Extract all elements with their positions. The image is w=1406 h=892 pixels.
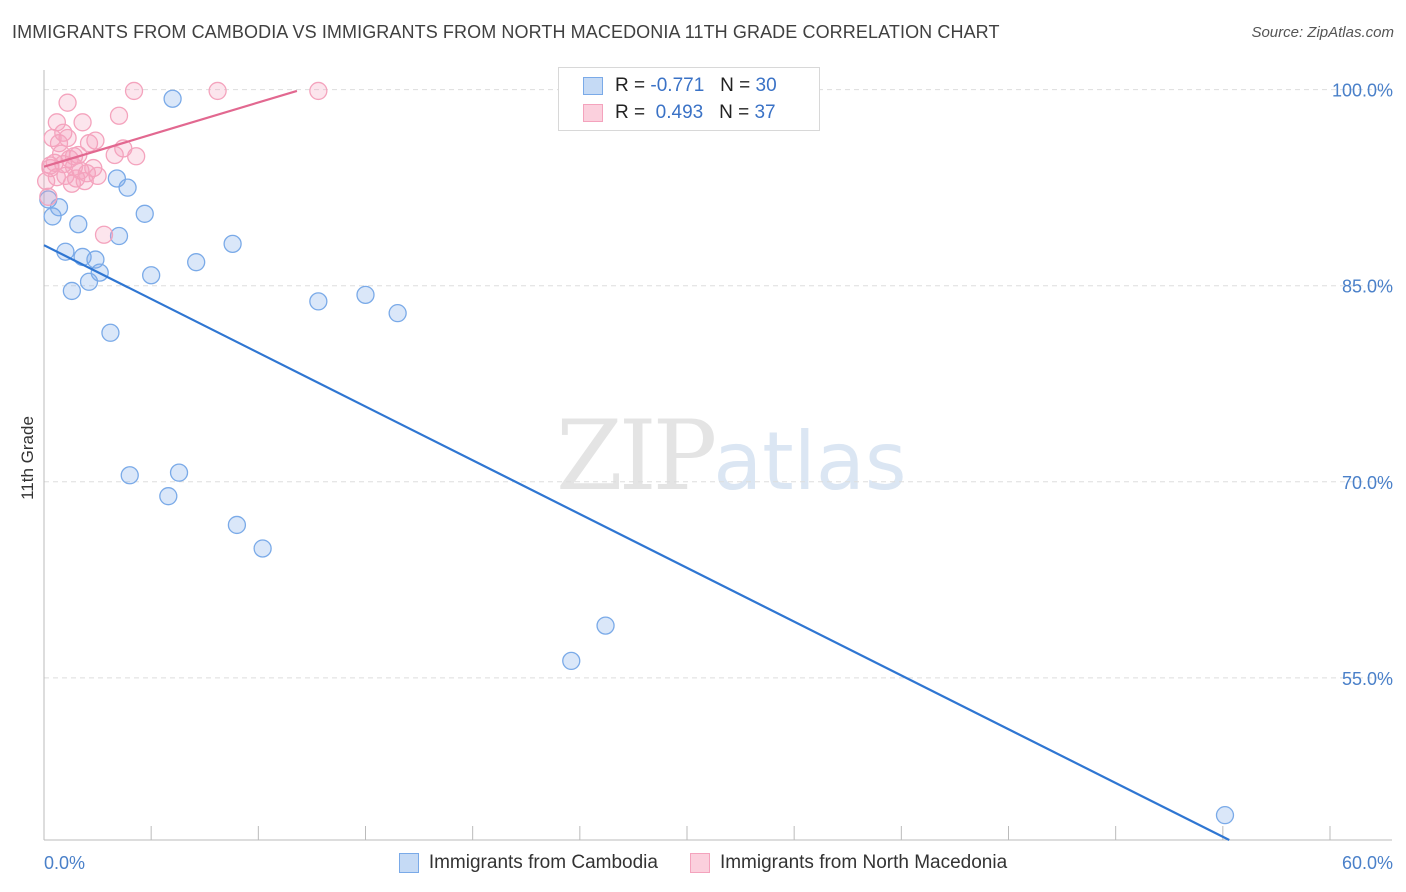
x-tick-label-min: 0.0% [44, 853, 85, 873]
legend-r-label: R = [615, 102, 646, 123]
point-cambodia [309, 292, 328, 311]
y-tick-label: 85.0% [1342, 277, 1393, 297]
point-cambodia [109, 226, 129, 246]
point-cambodia [120, 466, 139, 485]
point-cambodia [562, 651, 581, 671]
point-cambodia [69, 215, 88, 234]
point-macedonia [73, 113, 92, 132]
legend-label-cambodia: Immigrants from Cambodia [428, 852, 658, 873]
point-cambodia [253, 539, 272, 558]
legend-swatch-macedonia [583, 104, 603, 122]
legend-item-macedonia: Immigrants from North Macedonia [689, 852, 1008, 874]
legend-swatch-cambodia [398, 853, 419, 873]
legend-n-value-macedonia: 37 [754, 102, 776, 123]
point-cambodia [1215, 806, 1235, 825]
x-tick-label-max: 60.0% [1342, 853, 1393, 873]
chart-title: IMMIGRANTS FROM CAMBODIA VS IMMIGRANTS F… [12, 22, 1000, 42]
legend-swatch-macedonia [689, 853, 710, 873]
point-cambodia [169, 463, 189, 482]
y-tick-label: 70.0% [1342, 473, 1393, 493]
point-macedonia [94, 225, 114, 244]
legend-n-label: N = [720, 75, 751, 96]
point-cambodia [159, 487, 178, 506]
point-cambodia [388, 304, 407, 323]
point-cambodia [356, 285, 375, 305]
watermark-zip: ZIP [556, 400, 717, 512]
point-macedonia [64, 157, 84, 176]
point-macedonia [127, 147, 146, 166]
point-macedonia [39, 187, 58, 206]
point-macedonia [208, 81, 227, 101]
legend-r-label: R = [615, 75, 646, 96]
legend-item-cambodia: Immigrants from Cambodia [398, 852, 658, 874]
trendline-cambodia [43, 244, 1230, 841]
trendline-macedonia [43, 89, 298, 168]
point-macedonia [309, 81, 328, 101]
point-macedonia [58, 128, 77, 148]
watermark-atlas: atlas [713, 415, 907, 508]
point-cambodia [142, 266, 161, 285]
point-macedonia [75, 171, 94, 191]
legend-n-label: N = [719, 102, 750, 123]
point-cambodia [56, 242, 75, 261]
point-cambodia [135, 204, 154, 223]
point-macedonia [47, 168, 67, 187]
legend-n-value-cambodia: 30 [755, 75, 777, 96]
chart-source: Source: ZipAtlas.com [1251, 24, 1394, 41]
point-macedonia [124, 81, 144, 101]
point-cambodia [596, 616, 615, 635]
stats-legend: R = -0.771 N = 30 R = 0.493 N = 37 [558, 67, 820, 131]
point-macedonia [47, 113, 67, 132]
legend-row-cambodia: R = -0.771 N = 30 [583, 74, 777, 98]
point-macedonia [86, 131, 105, 150]
point-cambodia [101, 323, 120, 342]
legend-r-value-cambodia: -0.771 [650, 75, 705, 96]
point-cambodia [43, 207, 62, 226]
point-cambodia [163, 89, 182, 108]
y-tick-label: 100.0% [1332, 81, 1393, 101]
legend-swatch-cambodia [583, 77, 603, 95]
point-cambodia [187, 253, 206, 272]
point-macedonia [109, 106, 129, 125]
point-cambodia [62, 281, 82, 301]
y-tick-label: 55.0% [1342, 669, 1393, 689]
legend-label-macedonia: Immigrants from North Macedonia [719, 852, 1008, 873]
legend-r-value-macedonia: 0.493 [655, 102, 704, 123]
point-cambodia [223, 234, 242, 254]
series-legend: Immigrants from Cambodia Immigrants from… [0, 852, 1406, 874]
point-cambodia [118, 178, 137, 197]
legend-row-macedonia: R = 0.493 N = 37 [583, 101, 776, 125]
point-macedonia [58, 93, 77, 112]
watermark: ZIPatlas [556, 400, 907, 512]
point-cambodia [227, 515, 247, 535]
